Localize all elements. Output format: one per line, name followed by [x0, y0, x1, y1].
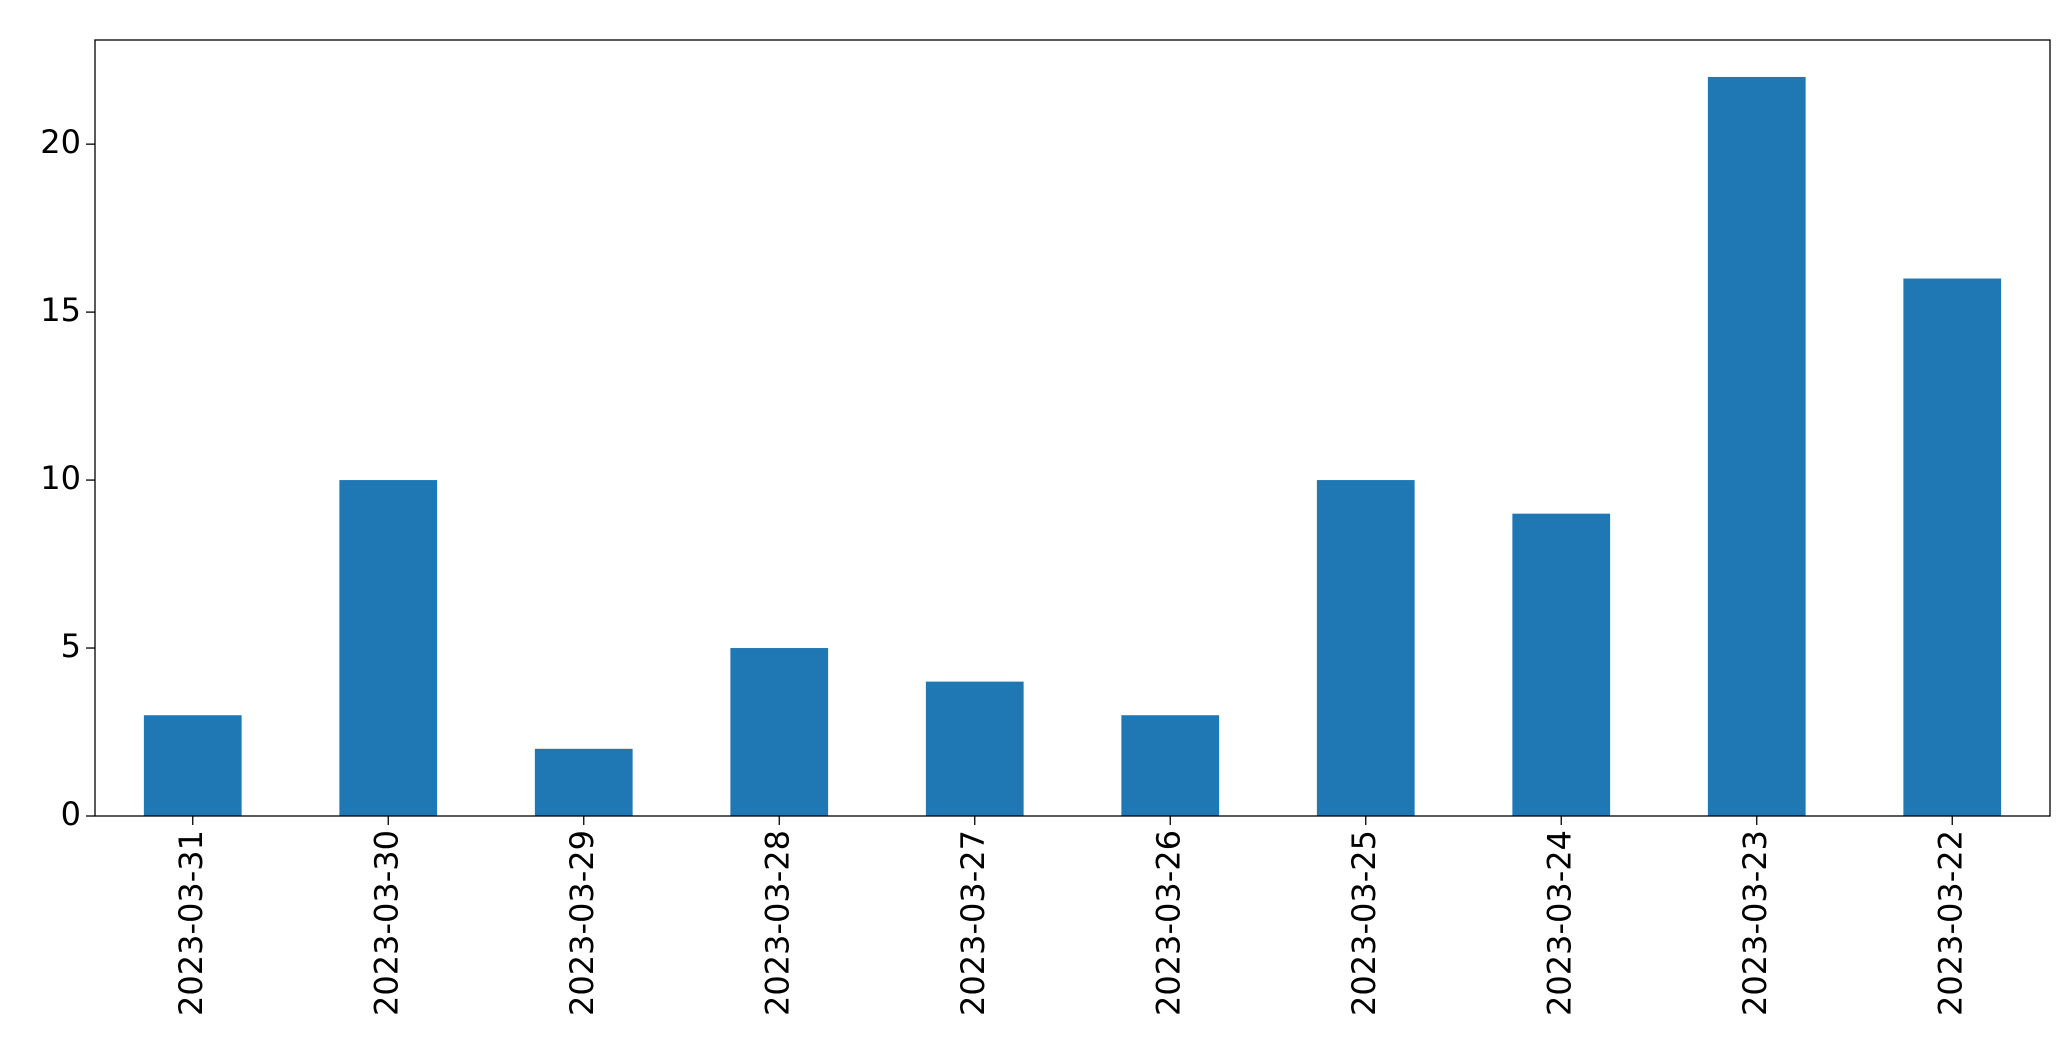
bar	[339, 480, 438, 816]
x-tick-label: 2023-03-27	[954, 830, 992, 1016]
bar	[925, 681, 1024, 816]
x-tick-label: 2023-03-25	[1345, 830, 1383, 1016]
bar	[1316, 480, 1415, 816]
bar	[1903, 278, 2002, 816]
y-tick-label: 15	[40, 291, 81, 329]
plot-frame	[94, 39, 2051, 817]
y-tick-label: 10	[40, 459, 81, 497]
x-tick-label: 2023-03-24	[1540, 830, 1578, 1016]
bar	[1707, 76, 1806, 816]
x-tick-label: 2023-03-23	[1736, 830, 1774, 1016]
x-tick-label: 2023-03-30	[367, 830, 405, 1016]
y-tick-label: 20	[40, 123, 81, 161]
x-tick-label: 2023-03-31	[172, 830, 210, 1016]
x-tick-label: 2023-03-29	[563, 830, 601, 1016]
x-tick-label: 2023-03-26	[1149, 830, 1187, 1016]
bar	[730, 648, 829, 816]
x-tick-label: 2023-03-22	[1931, 830, 1969, 1016]
y-tick-label: 0	[61, 795, 81, 833]
y-tick-label: 5	[61, 627, 81, 665]
bar	[534, 748, 633, 816]
bar	[1512, 513, 1611, 816]
bar	[143, 715, 242, 816]
x-tick-label: 2023-03-28	[758, 830, 796, 1016]
bar	[1121, 715, 1220, 816]
